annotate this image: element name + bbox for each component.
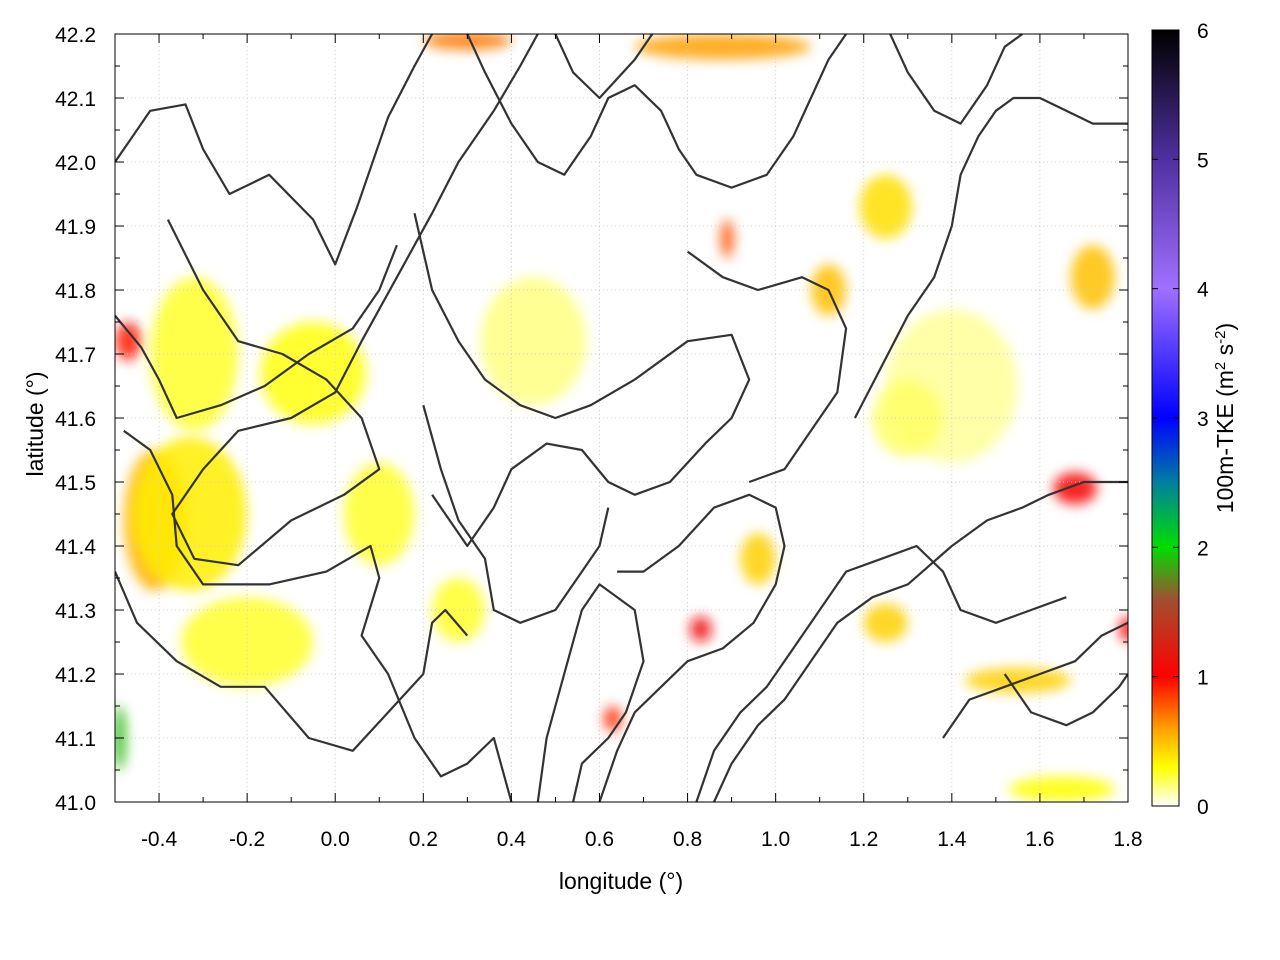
tke-hotspot bbox=[740, 533, 776, 585]
tke-hotspot bbox=[423, 34, 512, 50]
colorbar-label: 100m-TKE (m2 s-2) bbox=[1212, 323, 1238, 513]
tke-hotspot bbox=[344, 462, 415, 566]
y-tick-label: 41.5 bbox=[55, 472, 96, 495]
tke-hotspot bbox=[720, 219, 734, 258]
y-tick-label: 41.4 bbox=[55, 536, 96, 559]
x-axis: -0.4 -0.2 0.0 0.2 0.4 0.6 0.8 1.0 1.2 1.4 1.6 1.8 bbox=[141, 34, 1143, 851]
x-tick-label: 1.0 bbox=[761, 828, 790, 851]
contour-line bbox=[413, 212, 751, 548]
y-tick-label: 41.2 bbox=[55, 664, 96, 687]
contour-line bbox=[115, 244, 398, 420]
tke-hotspot bbox=[1009, 776, 1115, 802]
colorbar-tick-label: 3 bbox=[1197, 408, 1209, 431]
y-tick-label: 41.6 bbox=[55, 408, 96, 431]
contour-line bbox=[1003, 673, 1128, 727]
x-axis-label: longitude (°) bbox=[559, 868, 683, 894]
x-tick-label: -0.2 bbox=[229, 828, 265, 851]
colorbar-tick-label: 5 bbox=[1197, 149, 1209, 172]
x-tick-label: 0.6 bbox=[585, 828, 614, 851]
y-tick-label: 42.0 bbox=[55, 152, 96, 175]
contour-line bbox=[686, 250, 848, 484]
contour-line bbox=[713, 480, 1128, 802]
x-tick-label: 1.4 bbox=[937, 828, 967, 851]
x-tick-label: 1.2 bbox=[849, 828, 878, 851]
x-tick-label: 1.6 bbox=[1025, 828, 1054, 851]
colorbar-tick-label: 2 bbox=[1197, 537, 1209, 560]
tke-hotspot bbox=[115, 322, 142, 361]
contour-line bbox=[115, 34, 434, 266]
x-tick-label: 1.8 bbox=[1113, 828, 1142, 851]
contour-line bbox=[123, 429, 513, 802]
colorbar-tick-label: 0 bbox=[1197, 796, 1209, 819]
x-tick-label: 0.4 bbox=[497, 828, 527, 851]
contour-line bbox=[889, 34, 1023, 125]
colorbar-tick-label: 6 bbox=[1197, 20, 1209, 43]
y-tick-label: 41.8 bbox=[55, 280, 96, 303]
colorbar-tick-label: 4 bbox=[1197, 279, 1209, 302]
y-tick-label: 41.0 bbox=[55, 792, 96, 815]
y-tick-label: 42.1 bbox=[55, 88, 96, 111]
contour-line bbox=[942, 621, 1128, 739]
colorbar-ticks: 0 1 2 3 4 5 6 bbox=[1152, 20, 1209, 819]
y-axis: 41.0 41.1 41.2 41.3 41.4 41.5 41.6 41.7 41.8 41.9… bbox=[55, 24, 1128, 815]
terrain-contours bbox=[115, 34, 1128, 802]
tke-hotspot bbox=[432, 578, 485, 642]
x-tick-label: 0.0 bbox=[321, 828, 350, 851]
y-tick-label: 41.1 bbox=[55, 728, 96, 751]
contour-line bbox=[853, 96, 1128, 419]
y-axis-label: latitude (°) bbox=[22, 371, 48, 476]
y-tick-label: 41.7 bbox=[55, 344, 96, 367]
contour-line bbox=[166, 34, 539, 567]
contour-line bbox=[422, 404, 610, 624]
tke-hotspot bbox=[863, 603, 908, 642]
y-tick-label: 41.3 bbox=[55, 600, 96, 623]
x-tick-label: 0.8 bbox=[673, 828, 702, 851]
tke-hotspot bbox=[1070, 245, 1115, 310]
tke-hotspot bbox=[1053, 472, 1098, 505]
contour-line bbox=[115, 571, 469, 752]
tke-hotspot bbox=[603, 706, 622, 732]
y-tick-label: 42.2 bbox=[55, 24, 96, 47]
tke-hotspot bbox=[480, 277, 587, 406]
tke-hotspot bbox=[859, 174, 913, 239]
tke-hotspot bbox=[634, 34, 811, 60]
colorbar: 0 1 2 3 4 5 6 100m-TKE (m2 s-2) bbox=[1151, 20, 1238, 819]
contour-line bbox=[598, 493, 786, 802]
contour-line bbox=[466, 34, 848, 189]
tke-hotspot bbox=[689, 616, 712, 642]
contour-line bbox=[695, 544, 1067, 802]
grid bbox=[115, 34, 1128, 802]
tke-hotspot bbox=[965, 667, 1071, 694]
x-tick-label: 0.2 bbox=[409, 828, 438, 851]
tke-hotspot bbox=[150, 277, 239, 431]
tke-hotspot bbox=[260, 322, 367, 425]
x-tick-label: -0.4 bbox=[141, 828, 178, 851]
y-tick-label: 41.9 bbox=[55, 216, 96, 239]
tke-hotspot bbox=[132, 437, 248, 591]
colorbar-tick-label: 1 bbox=[1197, 667, 1209, 690]
contour-line bbox=[554, 34, 654, 100]
contour-line bbox=[536, 583, 645, 802]
